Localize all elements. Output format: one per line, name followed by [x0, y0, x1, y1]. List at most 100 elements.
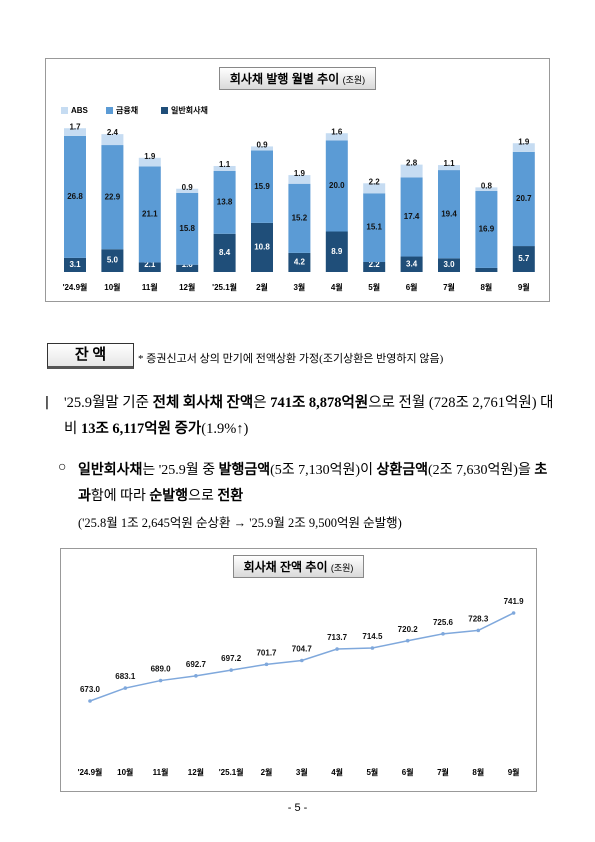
bar-segment	[176, 192, 199, 265]
value-label: 19.4	[441, 209, 457, 218]
value-label: 10.8	[254, 243, 270, 252]
value-label: 20.0	[329, 181, 345, 190]
point	[300, 658, 304, 663]
point	[194, 674, 198, 678]
value-label: 714.5	[362, 632, 383, 641]
bar-segment	[288, 175, 311, 184]
bar-segment	[400, 164, 423, 178]
run: (2조 7,630억원)을	[428, 463, 535, 478]
run: 초과	[78, 463, 548, 504]
run: 일반회사채	[78, 463, 143, 478]
run: ('25.8월 1조 2,645억원 순상환 → '25.9월 2조 9,500…	[78, 516, 402, 530]
x-tick-label: 8월	[472, 767, 484, 777]
run: 은	[253, 395, 271, 411]
bar-segment	[400, 177, 423, 257]
bar-segment	[138, 166, 161, 263]
bar-segment	[213, 170, 236, 234]
value-label: 1.6	[331, 127, 343, 136]
point	[264, 662, 269, 667]
value-label: 5.7	[518, 254, 530, 263]
bar-segment	[475, 267, 498, 272]
run: 순발행	[149, 489, 189, 504]
marker: ㅣ	[40, 396, 54, 412]
bar-segment	[363, 193, 386, 262]
title-frame: 회사채 발행 월별 추이 (조원)	[218, 67, 377, 90]
run: (1.9%↑)	[201, 421, 249, 437]
legend-label: ABS	[71, 106, 89, 115]
x-tick-label: '24.9월	[63, 282, 88, 292]
run: 741조 8,878억원	[270, 395, 369, 411]
x-tick-label: 9월	[518, 282, 530, 292]
value-label: 13.8	[217, 197, 233, 206]
value-label: 683.1	[115, 672, 136, 681]
bar-segment	[475, 191, 498, 268]
x-tick-label: '24.9월	[78, 767, 103, 777]
title-text: 회사채 발행 월별 추이	[229, 72, 340, 86]
value-label: 5.0	[107, 256, 119, 265]
value-label: 697.2	[221, 654, 242, 663]
value-label: 0.8	[481, 181, 493, 190]
bar-segment	[288, 252, 311, 272]
value-label: 728.3	[468, 614, 489, 623]
section-heading: 잔 액	[47, 343, 134, 369]
bar-segment	[400, 256, 423, 272]
value-label: 21.1	[142, 210, 158, 219]
bar-segment	[138, 262, 161, 272]
value-label: 8.4	[219, 248, 231, 257]
value-label: 15.8	[179, 224, 195, 233]
value-label: 2.4	[107, 128, 119, 137]
value-label: 689.0	[151, 665, 172, 674]
x-tick-label: '25.1월	[212, 282, 237, 292]
x-tick-label: 10월	[104, 282, 120, 292]
x-tick-label: 8월	[480, 282, 492, 292]
value-label: 1.7	[69, 122, 81, 131]
value-label: 3.4	[406, 259, 418, 268]
value-label: 26.8	[67, 192, 83, 201]
run: 발행금액	[218, 463, 271, 478]
point	[441, 632, 445, 636]
x-tick-label: 6월	[402, 767, 414, 777]
value-label: 2.2	[369, 177, 381, 186]
value-label: 0.9	[182, 183, 194, 192]
run: 전환	[217, 489, 244, 504]
point	[123, 686, 128, 690]
value-label: 692.7	[186, 660, 207, 669]
bar-segment	[512, 246, 535, 272]
bar-segment	[101, 249, 124, 272]
paragraph: '25.9월말 기준 전체 회사채 잔액은 741조 8,878억원으로 전월 …	[64, 390, 554, 442]
value-label: 0.9	[256, 141, 268, 150]
bar-segment	[251, 150, 273, 223]
section-note: * 증권신고서 상의 만기에 전액상환 가정(조기상환은 반영하지 않음)	[138, 353, 444, 365]
bar-segment	[213, 233, 236, 272]
marker: ○	[58, 460, 67, 475]
value-label: 713.7	[327, 633, 348, 642]
x-tick-label: 11월	[142, 282, 158, 292]
value-label: 720.2	[398, 625, 419, 634]
point	[335, 647, 339, 651]
value-label: 15.2	[292, 213, 308, 222]
bar-segment	[363, 183, 386, 194]
value-label: 2.8	[406, 159, 418, 168]
x-tick-label: 7월	[443, 282, 455, 292]
value-label: 1.9	[518, 137, 530, 146]
legend-swatch	[161, 107, 168, 114]
bar-segment	[512, 143, 535, 152]
x-tick-label: '25.1월	[219, 767, 244, 777]
point	[229, 668, 233, 672]
page-number: - 5 -	[287, 802, 308, 814]
x-tick-label: 12월	[188, 767, 204, 777]
unit: (조원)	[342, 75, 366, 85]
value-label: 15.9	[254, 182, 270, 191]
value-label: 3.1	[69, 260, 81, 269]
x-tick-label: 2월	[256, 282, 268, 292]
bar-segment	[438, 258, 460, 272]
run: 함에 따라	[90, 489, 150, 504]
bar-segment	[64, 135, 86, 258]
bar-segment	[438, 165, 460, 171]
run: 전체 회사채 잔액	[152, 395, 254, 411]
x-tick-label: 5월	[366, 767, 378, 777]
bar-segment	[64, 257, 86, 272]
chart-box: 회사채 잔액 추이 (조원) 673.0 '24.9월 683.1 10월 689.0 1…	[60, 548, 537, 792]
bar-segment	[325, 133, 348, 141]
